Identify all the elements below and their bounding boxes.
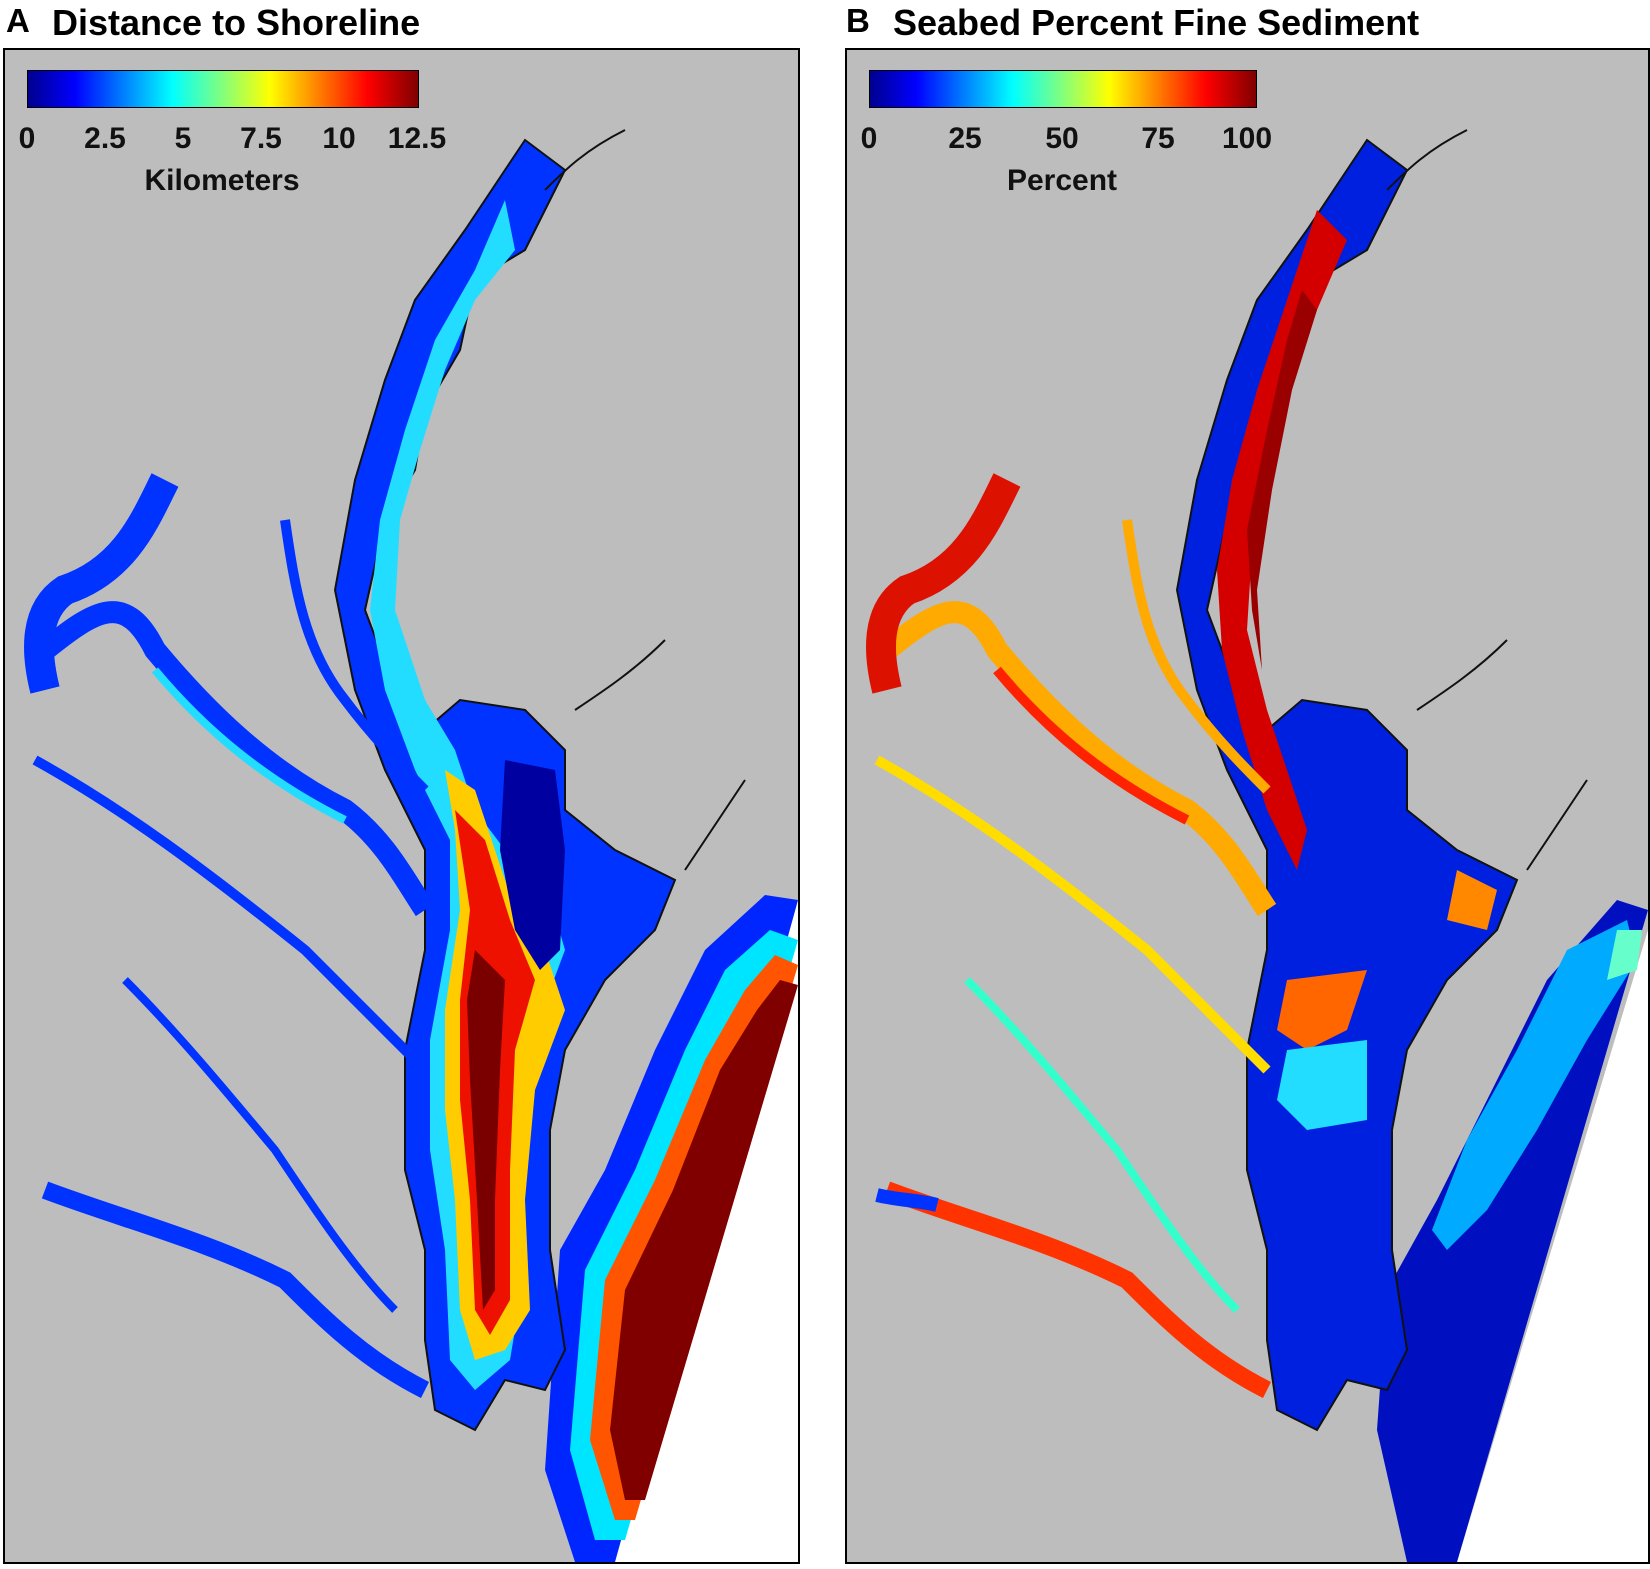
offshore-zone: [1377, 900, 1648, 1562]
tributary-west-end: [875, 1188, 939, 1212]
map-distance-to-shoreline: 0 2.5 5 7.5 10 12.5 Kilometers: [3, 48, 800, 1564]
tributary-6: [1122, 519, 1271, 794]
tributary-4: [964, 977, 1240, 1313]
tributary-6: [280, 519, 429, 794]
panel-a: A Distance to Shoreline: [0, 0, 800, 1569]
tributary-1-inner: [151, 667, 347, 824]
mid-bay-cyan: [1277, 1040, 1367, 1130]
colorbar-a-tick-5: 12.5: [387, 122, 447, 155]
eastern-basin: [500, 760, 565, 970]
colorbar-b-tick-2: 50: [1045, 122, 1079, 155]
tributary-4: [122, 977, 398, 1313]
tributary-1: [38, 601, 435, 917]
tributary-9: [684, 779, 746, 871]
colorbar-a-tick-3: 7.5: [240, 122, 282, 155]
colorbar-b-tick-1: 25: [948, 122, 982, 155]
colorbar-b-tick-0: 0: [860, 122, 878, 155]
tributary-3: [41, 1181, 430, 1399]
panel-b: B Seabed Percent Fine Sediment: [838, 0, 1650, 1569]
upper-bay-darkred: [1247, 290, 1317, 670]
colorbar-b-tick-3: 75: [1141, 122, 1175, 155]
tributary-7: [544, 129, 626, 191]
colorbar-a-tick-2: 5: [174, 122, 192, 155]
tributary-7: [1386, 129, 1468, 191]
tributary-5: [24, 473, 179, 694]
colorbar-b: [869, 70, 1257, 108]
panel-label-a: A: [6, 2, 30, 39]
tributary-2: [32, 755, 429, 1074]
colorbar-a-tick-4: 10: [322, 122, 356, 155]
ocean-outside-region: [1457, 930, 1648, 1562]
east-orange: [1447, 870, 1497, 930]
offshore-zone-far: [610, 980, 798, 1500]
colorbar-a-unit: Kilometers: [144, 164, 300, 197]
panel-title-b: Seabed Percent Fine Sediment: [893, 2, 1420, 43]
offshore-zone-light: [1432, 920, 1637, 1250]
tributary-1-inner: [993, 666, 1190, 825]
tributary-1: [880, 601, 1277, 917]
colorbar-a: [27, 70, 419, 108]
bay-main-darkred: [467, 950, 505, 1310]
map-fine-sediment: 0 25 50 75 100 Percent: [845, 48, 1650, 1564]
tributary-5: [866, 473, 1021, 694]
tributary-2: [874, 755, 1271, 1074]
tributary-9: [1526, 779, 1588, 871]
colorbar-a-tick-0: 0: [18, 122, 36, 155]
colorbar-b-tick-4: 100: [1221, 122, 1273, 155]
panel-title-a: Distance to Shoreline: [52, 2, 421, 43]
colorbar-b-unit: Percent: [1006, 164, 1118, 197]
map-a-graphic: [24, 129, 798, 1562]
map-b-graphic: [866, 129, 1648, 1562]
tributary-8: [1416, 639, 1508, 711]
tributary-8: [574, 639, 666, 711]
colorbar-a-tick-1: 2.5: [84, 122, 126, 155]
panel-label-b: B: [846, 2, 870, 39]
upper-bay-fines: [1217, 210, 1347, 870]
mid-bay-patch: [1277, 970, 1367, 1050]
offshore-patch: [1607, 930, 1642, 980]
tributary-3: [883, 1181, 1272, 1399]
